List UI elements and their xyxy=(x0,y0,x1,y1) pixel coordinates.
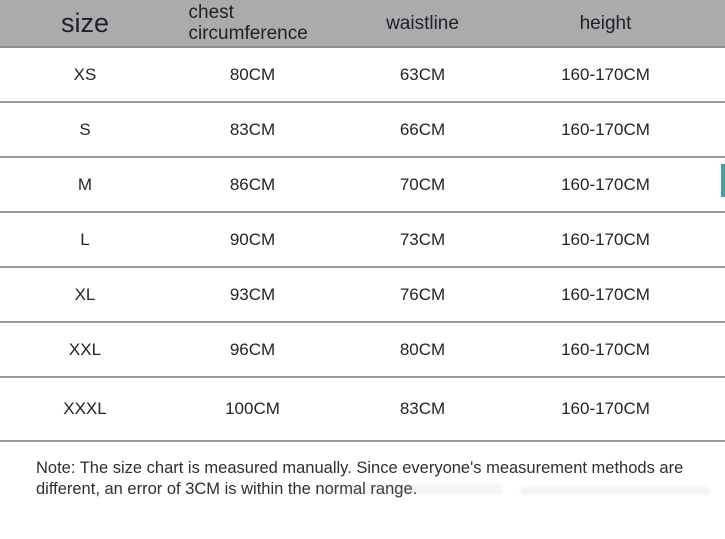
cell-chest: 96CM xyxy=(229,339,276,359)
table-row: M 86CM 70CM 160-170CM xyxy=(0,158,725,213)
scrollbar-thumb[interactable] xyxy=(721,164,725,197)
cell-size: XXXL xyxy=(63,399,107,418)
note-text: Note: The size chart is measured manuall… xyxy=(36,459,684,498)
cell-height: 160-170CM xyxy=(561,284,650,304)
cell-size: L xyxy=(80,229,90,249)
cell-chest: 86CM xyxy=(229,174,276,194)
cell-chest: 93CM xyxy=(229,284,276,304)
cell-waist: 80CM xyxy=(399,339,446,359)
cell-size: S xyxy=(79,119,91,139)
size-chart-table: size chest circumference waistline heigh… xyxy=(0,0,725,442)
cell-waist: 66CM xyxy=(399,119,446,139)
table-row: XS 80CM 63CM 160-170CM xyxy=(0,48,725,103)
table-row: L 90CM 73CM 160-170CM xyxy=(0,213,725,268)
cell-height: 160-170CM xyxy=(561,339,650,359)
artifact-smudge xyxy=(318,484,503,495)
column-header-waistline: waistline xyxy=(386,12,459,34)
cell-height: 160-170CM xyxy=(561,119,650,139)
cell-chest: 80CM xyxy=(229,64,276,84)
cell-chest: 90CM xyxy=(229,229,276,249)
cell-height: 160-170CM xyxy=(561,64,650,84)
table-row: XXXL 100CM 83CM 160-170CM xyxy=(0,378,725,442)
cell-waist: 63CM xyxy=(399,64,446,84)
artifact-smudge xyxy=(520,486,710,495)
table-row: XXL 96CM 80CM 160-170CM xyxy=(0,323,725,378)
cell-waist: 76CM xyxy=(399,284,446,304)
cell-size: XL xyxy=(74,284,96,304)
cell-chest: 83CM xyxy=(229,119,276,139)
cell-chest: 100CM xyxy=(225,399,280,418)
column-header-height: height xyxy=(579,12,632,34)
cell-height: 160-170CM xyxy=(561,399,650,418)
cell-size: XS xyxy=(73,64,97,84)
cell-size: M xyxy=(77,174,93,194)
table-row: XL 93CM 76CM 160-170CM xyxy=(0,268,725,323)
column-header-chest-circumference-label: chest circumference xyxy=(188,2,308,44)
cell-height: 160-170CM xyxy=(561,174,650,194)
column-header-chest-circumference: chest circumference xyxy=(170,2,335,44)
column-header-size: size xyxy=(60,7,109,38)
table-body: XS 80CM 63CM 160-170CM S 83CM 66CM 160-170CM M 86… xyxy=(0,48,725,442)
cell-waist: 83CM xyxy=(399,399,446,418)
table-header-row: size chest circumference waistline heigh… xyxy=(0,0,725,48)
table-row: S 83CM 66CM 160-170CM xyxy=(0,103,725,158)
cell-waist: 73CM xyxy=(399,229,446,249)
cell-waist: 70CM xyxy=(399,174,446,194)
cell-height: 160-170CM xyxy=(561,229,650,249)
cell-size: XXL xyxy=(68,339,102,359)
